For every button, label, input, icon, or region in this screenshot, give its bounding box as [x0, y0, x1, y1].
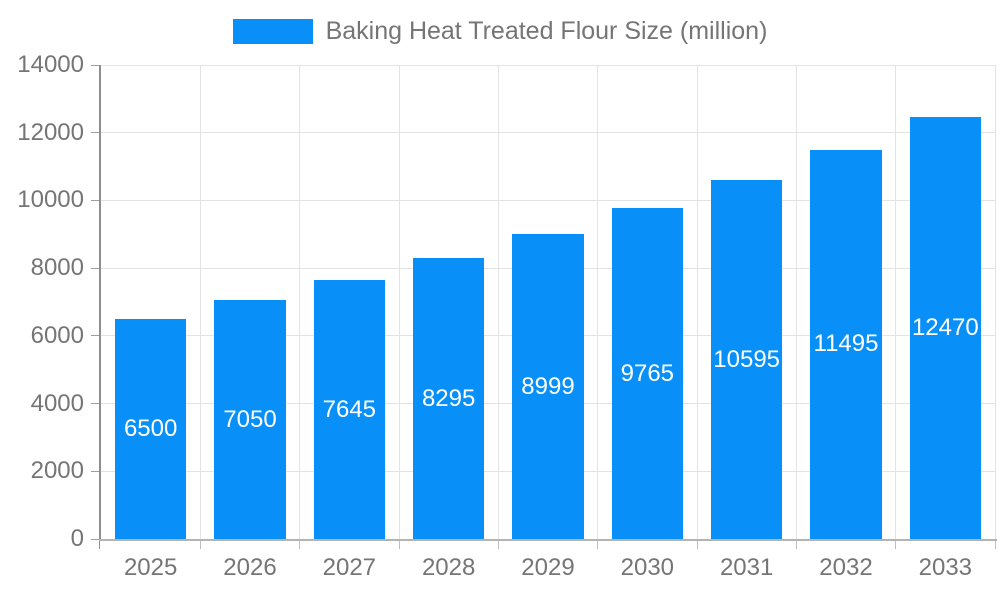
y-axis-label: 4000	[30, 389, 84, 417]
bar[interactable]: 8999	[512, 234, 584, 539]
y-axis-label: 10000	[17, 186, 84, 214]
y-axis-label: 14000	[17, 51, 84, 78]
x-axis-tick	[497, 541, 499, 549]
x-axis-tick	[199, 541, 201, 549]
y-axis-label: 0	[70, 525, 84, 552]
gridline-vertical	[994, 65, 996, 539]
gridline-horizontal	[101, 64, 995, 66]
legend: Baking Heat Treated Flour Size (million)	[0, 17, 1000, 45]
x-axis-label: 2026	[223, 554, 277, 581]
x-axis-tick	[99, 541, 100, 549]
y-axis-tick	[91, 64, 99, 66]
y-axis-label: 12000	[17, 118, 84, 146]
bar[interactable]: 9765	[611, 208, 684, 539]
bar[interactable]: 7645	[313, 280, 386, 539]
x-axis-tick	[994, 541, 996, 549]
y-axis-tick	[91, 335, 99, 337]
bar-value-label: 6500	[123, 414, 178, 442]
x-axis-label: 2032	[819, 554, 873, 581]
bar[interactable]: 11495	[810, 149, 882, 539]
y-axis-tick	[91, 132, 99, 134]
gridline-vertical	[497, 65, 499, 539]
x-axis-label: 2033	[918, 554, 973, 581]
bar-value-label: 8999	[521, 372, 575, 400]
y-axis-line	[99, 65, 101, 541]
bar-value-label: 7645	[322, 395, 377, 423]
gridline-horizontal	[101, 132, 995, 134]
y-axis-tick	[91, 267, 99, 269]
y-axis-tick	[91, 470, 99, 472]
y-axis-tick	[91, 199, 99, 201]
bar-value-label: 9765	[620, 359, 675, 387]
bar-value-label: 8295	[421, 384, 476, 412]
gridline-vertical	[299, 65, 301, 539]
x-axis-label: 2025	[123, 554, 178, 581]
x-axis-tick	[696, 541, 698, 549]
legend-item[interactable]: Baking Heat Treated Flour Size (million)	[232, 17, 768, 45]
gridline-vertical	[696, 65, 698, 539]
gridline-vertical	[398, 65, 400, 539]
y-axis-tick	[91, 403, 99, 405]
x-axis-label: 2029	[521, 554, 575, 581]
x-axis-line	[99, 539, 997, 541]
bar-value-label: 12470	[911, 313, 979, 341]
gridline-vertical	[895, 65, 897, 539]
x-axis-label: 2027	[322, 554, 377, 581]
bar[interactable]: 7050	[214, 300, 286, 539]
x-axis-label: 2031	[719, 554, 774, 581]
gridline-vertical	[597, 65, 599, 539]
x-axis-tick	[597, 541, 599, 549]
plot-area: 0 2000 4000 6000 8000 10000 12000 14000 2025 6500…	[17, 53, 997, 581]
bar-value-label: 7050	[223, 405, 277, 433]
gridline-vertical	[199, 65, 201, 539]
bar-value-label: 11495	[813, 330, 879, 358]
y-axis-label: 6000	[30, 321, 84, 349]
x-axis-label: 2030	[620, 554, 675, 581]
x-axis-tick	[299, 541, 301, 549]
bar[interactable]: 6500	[114, 318, 187, 539]
gridline-horizontal	[101, 199, 995, 201]
x-axis-tick	[795, 541, 797, 549]
legend-label: Baking Heat Treated Flour Size (million)	[325, 17, 768, 45]
bar[interactable]: 8295	[412, 258, 485, 539]
x-axis-label: 2028	[421, 554, 476, 581]
y-axis-tick	[91, 538, 99, 540]
x-axis-tick	[895, 541, 897, 549]
y-axis-label: 2000	[30, 457, 84, 485]
bar[interactable]: 12470	[909, 116, 982, 539]
gridline-vertical	[795, 65, 797, 539]
x-axis-tick	[398, 541, 400, 549]
legend-swatch-icon	[232, 18, 313, 44]
bar-value-label: 10595	[713, 345, 781, 373]
y-axis-label: 8000	[30, 254, 84, 282]
bar[interactable]: 10595	[710, 180, 783, 539]
